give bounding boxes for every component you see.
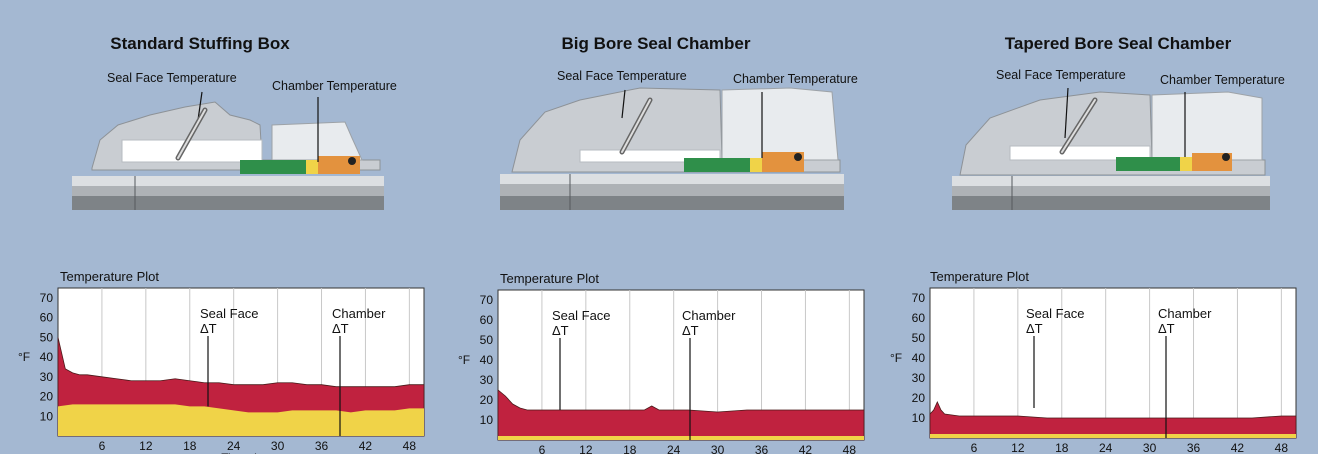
y-tick-label: 20 bbox=[480, 393, 494, 407]
x-tick-label: 6 bbox=[539, 443, 546, 454]
x-tick-label: 18 bbox=[1055, 441, 1069, 454]
y-tick-label: 60 bbox=[912, 311, 926, 325]
y-tick-label: 70 bbox=[480, 293, 494, 307]
plot-title: Temperature Plot bbox=[930, 269, 1029, 284]
x-tick-label: 30 bbox=[1143, 441, 1157, 454]
y-tick-label: 20 bbox=[40, 390, 54, 404]
seal-orange-part bbox=[1192, 153, 1232, 171]
y-tick-label: 70 bbox=[912, 291, 926, 305]
panel-standard-stuffing-box: Standard Stuffing Box Seal Face Temperat… bbox=[18, 34, 425, 454]
series-seal-face bbox=[929, 401, 1297, 439]
y-tick-label: 10 bbox=[480, 413, 494, 427]
x-tick-label: 6 bbox=[99, 439, 106, 453]
annotation-seal-face: Seal Face bbox=[552, 308, 611, 323]
annotation-delta-t: ΔT bbox=[332, 321, 349, 336]
annotation-seal-face: Seal Face bbox=[200, 306, 259, 321]
chamber-temp-label: Chamber Temperature bbox=[272, 79, 397, 93]
panel-title: Standard Stuffing Box bbox=[110, 34, 290, 53]
y-tick-label: 30 bbox=[40, 370, 54, 384]
x-tick-label: 42 bbox=[359, 439, 373, 453]
seal-face-temp-label: Seal Face Temperature bbox=[557, 69, 687, 83]
panel-big-bore-seal-chamber: Big Bore Seal Chamber Seal Face Temperat… bbox=[458, 34, 865, 454]
x-tick-label: 30 bbox=[711, 443, 725, 454]
x-tick-label: 18 bbox=[623, 443, 637, 454]
x-tick-label: 48 bbox=[843, 443, 857, 454]
plot-title: Temperature Plot bbox=[500, 271, 599, 286]
y-tick-label: 50 bbox=[912, 331, 926, 345]
y-tick-label: 50 bbox=[480, 333, 494, 347]
seal-green-part bbox=[684, 158, 750, 172]
seal-cross-section-diagram bbox=[500, 87, 844, 210]
panel-title: Big Bore Seal Chamber bbox=[562, 34, 751, 53]
x-axis-label: Time, h bbox=[221, 451, 261, 454]
chamber-temp-label: Chamber Temperature bbox=[733, 72, 858, 86]
x-tick-label: 42 bbox=[799, 443, 813, 454]
annotation-delta-t: ΔT bbox=[200, 321, 217, 336]
x-tick-label: 24 bbox=[1099, 441, 1113, 454]
plot-title: Temperature Plot bbox=[60, 269, 159, 284]
seal-cross-section-diagram bbox=[72, 91, 384, 210]
y-tick-label: 50 bbox=[40, 330, 54, 344]
panel-title: Tapered Bore Seal Chamber bbox=[1005, 34, 1232, 53]
y-axis-label: °F bbox=[890, 351, 902, 365]
y-tick-label: 60 bbox=[40, 311, 54, 325]
y-tick-label: 40 bbox=[480, 353, 494, 367]
seal-green-part bbox=[240, 160, 306, 174]
seal-green-part bbox=[1116, 157, 1180, 171]
y-tick-label: 30 bbox=[912, 371, 926, 385]
x-tick-label: 24 bbox=[227, 439, 241, 453]
x-tick-label: 6 bbox=[971, 441, 978, 454]
x-tick-label: 36 bbox=[1187, 441, 1201, 454]
x-tick-label: 24 bbox=[667, 443, 681, 454]
annotation-chamber: Chamber bbox=[1158, 306, 1212, 321]
x-tick-label: 30 bbox=[271, 439, 285, 453]
y-axis-label: °F bbox=[458, 353, 470, 367]
panel-tapered-bore-seal-chamber: Tapered Bore Seal Chamber Seal Face Temp… bbox=[890, 34, 1297, 454]
annotation-delta-t: ΔT bbox=[682, 323, 699, 338]
series-chamber bbox=[930, 434, 1296, 438]
y-tick-label: 30 bbox=[480, 373, 494, 387]
y-axis-label: °F bbox=[18, 350, 30, 364]
y-tick-label: 40 bbox=[40, 350, 54, 364]
temperature-plot: 70605040302010612182430364248Time, h°FSe… bbox=[458, 289, 865, 454]
x-tick-label: 12 bbox=[139, 439, 153, 453]
x-tick-label: 48 bbox=[403, 439, 417, 453]
annotation-chamber: Chamber bbox=[332, 306, 386, 321]
temperature-plot: 70605040302010612182430364248Time, h°FSe… bbox=[890, 287, 1297, 454]
series-seal-face bbox=[497, 389, 865, 441]
series-chamber bbox=[58, 404, 424, 436]
annotation-seal-face: Seal Face bbox=[1026, 306, 1085, 321]
plot-area bbox=[929, 287, 1297, 439]
y-tick-label: 70 bbox=[40, 291, 54, 305]
annotation-delta-t: ΔT bbox=[552, 323, 569, 338]
y-tick-label: 40 bbox=[912, 351, 926, 365]
seal-face-temp-label: Seal Face Temperature bbox=[107, 71, 237, 85]
temperature-plot: 70 60 50 40 30 20 10 6 12 18 24 30 36 42 48 Time, h °F Se… bbox=[18, 287, 425, 454]
x-tick-label: 12 bbox=[1011, 441, 1025, 454]
x-tick-label: 18 bbox=[183, 439, 197, 453]
annotation-chamber: Chamber bbox=[682, 308, 736, 323]
annotation-delta-t: ΔT bbox=[1026, 321, 1043, 336]
y-tick-label: 60 bbox=[480, 313, 494, 327]
y-tick-label: 20 bbox=[912, 391, 926, 405]
annotation-delta-t: ΔT bbox=[1158, 321, 1175, 336]
series-chamber bbox=[498, 436, 864, 440]
y-tick-label: 10 bbox=[912, 411, 926, 425]
seal-face-temp-label: Seal Face Temperature bbox=[996, 68, 1126, 82]
x-tick-label: 12 bbox=[579, 443, 593, 454]
seal-orange-part bbox=[762, 152, 804, 172]
seal-cross-section-diagram bbox=[952, 87, 1270, 210]
x-tick-label: 42 bbox=[1231, 441, 1245, 454]
chamber-temp-label: Chamber Temperature bbox=[1160, 73, 1285, 87]
x-tick-label: 48 bbox=[1275, 441, 1289, 454]
y-tick-label: 10 bbox=[40, 409, 54, 423]
x-tick-label: 36 bbox=[315, 439, 329, 453]
x-tick-label: 36 bbox=[755, 443, 769, 454]
